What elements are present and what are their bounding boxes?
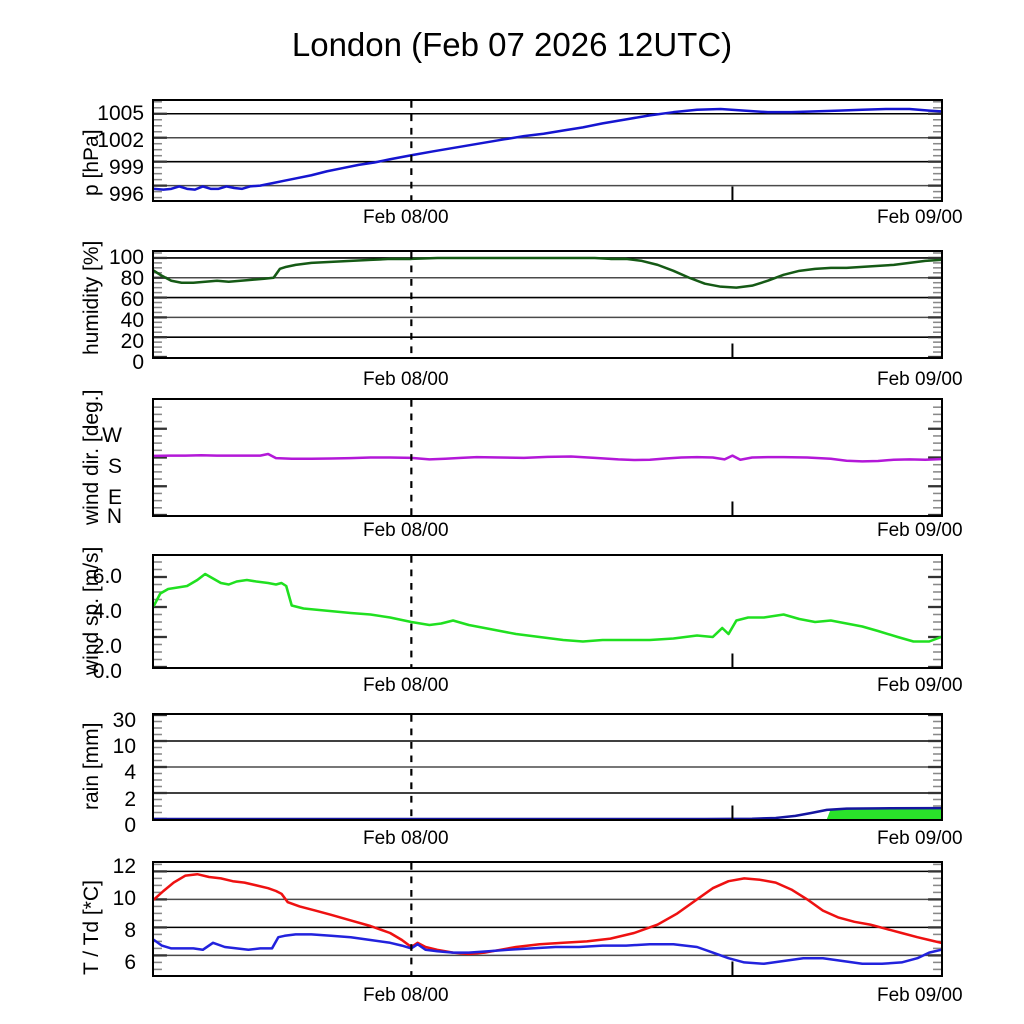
rain-plot[interactable] [152,713,943,821]
humidity-ytick-60: 60 [120,288,144,311]
humidity-ytick-20: 20 [120,330,144,353]
pressure-ytick-1005: 1005 [97,102,144,125]
rain-ytick-0: 0 [124,814,136,837]
temperature-ytick-10: 10 [112,887,136,910]
wind-speed-xtick-left: Feb 08/00 [363,675,449,696]
wind-direction-ytick-N: N [106,505,122,528]
wind-speed-ytick-6: 6.0 [92,565,122,588]
rain-ytick-4: 4 [124,761,136,784]
pressure-svg [154,101,941,200]
wind-direction-xtick-left: Feb 08/00 [363,520,449,541]
rain-ytick-2: 2 [124,788,136,811]
humidity-svg [154,252,941,357]
temperature-xtick-left: Feb 08/00 [363,985,449,1006]
temperature-ytick-8: 8 [124,919,136,942]
temperature-xtick-right: Feb 09/00 [877,985,963,1006]
wind-direction-ytick-W: W [102,424,122,447]
rain-xtick-left: Feb 08/00 [363,828,449,849]
humidity-xtick-left: Feb 08/00 [363,369,449,390]
wind-speed-ytick-4: 4.0 [92,600,122,623]
pressure-xtick-right: Feb 09/00 [877,207,963,228]
pressure-ytick-999: 999 [108,156,144,179]
temperature-plot[interactable] [152,861,943,977]
wind-speed-ytick-0: 0.0 [92,660,122,683]
rain-ytick-30: 30 [112,709,136,732]
rain-ytick-10: 10 [112,735,136,758]
wind-direction-svg [154,400,941,515]
wind-direction-plot[interactable] [152,398,943,517]
pressure-ytick-996: 996 [108,183,144,206]
humidity-ytick-80: 80 [120,267,144,290]
humidity-ytick-100: 100 [108,246,144,269]
page-title: London (Feb 07 2026 12UTC) [291,26,733,63]
wind-speed-plot[interactable] [152,554,943,669]
wind-speed-ytick-2: 2.0 [92,635,122,658]
rain-svg [154,715,941,819]
pressure-plot[interactable] [152,99,943,202]
humidity-ytick-40: 40 [120,309,144,332]
temperature-ytick-6: 6 [124,951,136,974]
humidity-xtick-right: Feb 09/00 [877,369,963,390]
wind-direction-ytick-S: S [107,455,122,478]
temperature-ytick-12: 12 [112,855,136,878]
wind-direction-ytick-E: E [107,486,122,509]
pressure-xtick-left: Feb 08/00 [363,207,449,228]
temperature-svg [154,863,941,975]
wind-speed-xtick-right: Feb 09/00 [877,675,963,696]
wind-speed-svg [154,556,941,667]
humidity-ytick-0: 0 [132,351,144,374]
wind-direction-xtick-right: Feb 09/00 [877,520,963,541]
rain-xtick-right: Feb 09/00 [877,828,963,849]
pressure-ytick-1002: 1002 [97,129,144,152]
humidity-plot[interactable] [152,250,943,359]
